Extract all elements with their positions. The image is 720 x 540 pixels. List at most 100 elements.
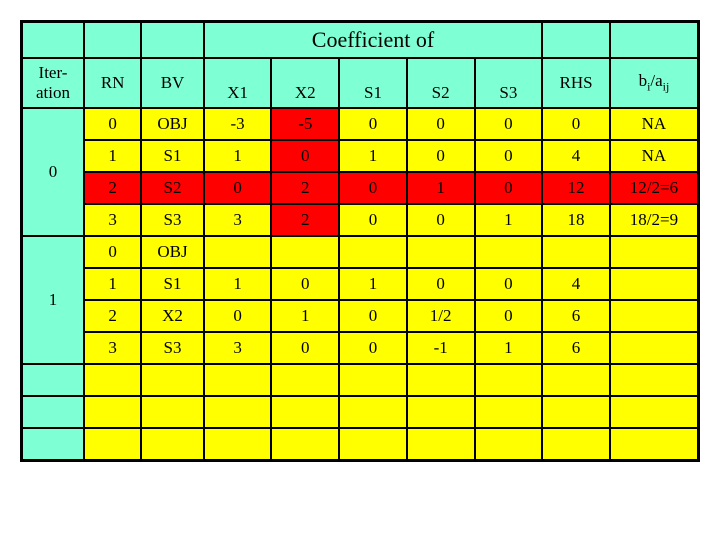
rhs-cell: 4	[542, 268, 610, 300]
empty-cell	[407, 428, 475, 460]
s1-cell	[339, 236, 407, 268]
empty-cell	[475, 428, 543, 460]
x2-cell	[271, 236, 339, 268]
empty-cell	[542, 396, 610, 428]
rn-cell: 2	[84, 300, 141, 332]
empty-cell	[339, 428, 407, 460]
rhs-cell: 6	[542, 300, 610, 332]
rhs-cell	[542, 236, 610, 268]
x1-cell	[204, 236, 272, 268]
s2-cell	[407, 236, 475, 268]
blank-title-1	[22, 22, 84, 59]
x1-cell: 0	[204, 172, 272, 204]
empty-cell	[141, 364, 203, 396]
x1-cell: 3	[204, 204, 272, 236]
title-row: Coefficient of	[22, 22, 699, 59]
bv-header: BV	[141, 58, 203, 108]
x1-header: X1	[204, 58, 272, 108]
empty-cell	[141, 396, 203, 428]
empty-cell	[22, 364, 84, 396]
s2-cell: -1	[407, 332, 475, 364]
s1-cell: 0	[339, 108, 407, 140]
bv-cell: S3	[141, 332, 203, 364]
rhs-cell: 18	[542, 204, 610, 236]
s3-cell: 1	[475, 332, 543, 364]
blank-title-2	[84, 22, 141, 59]
coefficient-title: Coefficient of	[204, 22, 542, 59]
empty-cell	[339, 364, 407, 396]
rn-cell: 0	[84, 108, 141, 140]
table-row: 00OBJ-3-50000NA	[22, 108, 699, 140]
s3-cell: 0	[475, 300, 543, 332]
x2-cell: 2	[271, 204, 339, 236]
rhs-header: RHS	[542, 58, 610, 108]
empty-cell	[271, 364, 339, 396]
s2-cell: 0	[407, 108, 475, 140]
rn-header: RN	[84, 58, 141, 108]
ratio-cell: NA	[610, 140, 699, 172]
bv-cell: OBJ	[141, 236, 203, 268]
s2-cell: 1/2	[407, 300, 475, 332]
x2-cell: 1	[271, 300, 339, 332]
bv-cell: S1	[141, 140, 203, 172]
empty-cell	[407, 396, 475, 428]
empty-cell	[271, 396, 339, 428]
table-row: 2S2020101212/2=6	[22, 172, 699, 204]
empty-cell	[22, 396, 84, 428]
empty-cell	[141, 428, 203, 460]
bv-cell: S2	[141, 172, 203, 204]
ratio-cell: NA	[610, 108, 699, 140]
x2-cell: -5	[271, 108, 339, 140]
rhs-cell: 0	[542, 108, 610, 140]
empty-cell	[610, 396, 699, 428]
s3-cell: 0	[475, 172, 543, 204]
bv-cell: S3	[141, 204, 203, 236]
empty-row	[22, 396, 699, 428]
empty-cell	[84, 396, 141, 428]
blank-title-3	[141, 22, 203, 59]
x1-cell: -3	[204, 108, 272, 140]
empty-row	[22, 428, 699, 460]
empty-cell	[204, 396, 272, 428]
rn-cell: 0	[84, 236, 141, 268]
s1-header: S1	[339, 58, 407, 108]
x1-cell: 1	[204, 268, 272, 300]
simplex-table: Coefficient of Iter-ation RN BV X1 X2 S1…	[20, 20, 700, 462]
rn-cell: 3	[84, 204, 141, 236]
ratio-cell: 12/2=6	[610, 172, 699, 204]
ratio-cell	[610, 268, 699, 300]
empty-cell	[204, 364, 272, 396]
s2-cell: 0	[407, 268, 475, 300]
s3-cell	[475, 236, 543, 268]
x2-cell: 0	[271, 268, 339, 300]
iteration-cell: 1	[22, 236, 84, 364]
s3-cell: 0	[475, 108, 543, 140]
x1-cell: 3	[204, 332, 272, 364]
ratio-header: bi/aij	[610, 58, 699, 108]
empty-cell	[475, 396, 543, 428]
rn-cell: 3	[84, 332, 141, 364]
bv-cell: OBJ	[141, 108, 203, 140]
iteration-header: Iter-ation	[22, 58, 84, 108]
rn-cell: 1	[84, 140, 141, 172]
x2-cell: 0	[271, 140, 339, 172]
s2-cell: 1	[407, 172, 475, 204]
table-row: 1S1101004	[22, 268, 699, 300]
s1-cell: 1	[339, 140, 407, 172]
s1-cell: 0	[339, 332, 407, 364]
s3-cell: 0	[475, 268, 543, 300]
x2-header: X2	[271, 58, 339, 108]
s1-cell: 0	[339, 204, 407, 236]
s1-cell: 1	[339, 268, 407, 300]
x2-cell: 2	[271, 172, 339, 204]
s3-header: S3	[475, 58, 543, 108]
s3-cell: 0	[475, 140, 543, 172]
x1-cell: 1	[204, 140, 272, 172]
empty-cell	[542, 428, 610, 460]
table-row: 3S3300-116	[22, 332, 699, 364]
rhs-cell: 4	[542, 140, 610, 172]
empty-cell	[610, 364, 699, 396]
ratio-cell	[610, 332, 699, 364]
ratio-cell	[610, 300, 699, 332]
table-row: 1S1101004NA	[22, 140, 699, 172]
